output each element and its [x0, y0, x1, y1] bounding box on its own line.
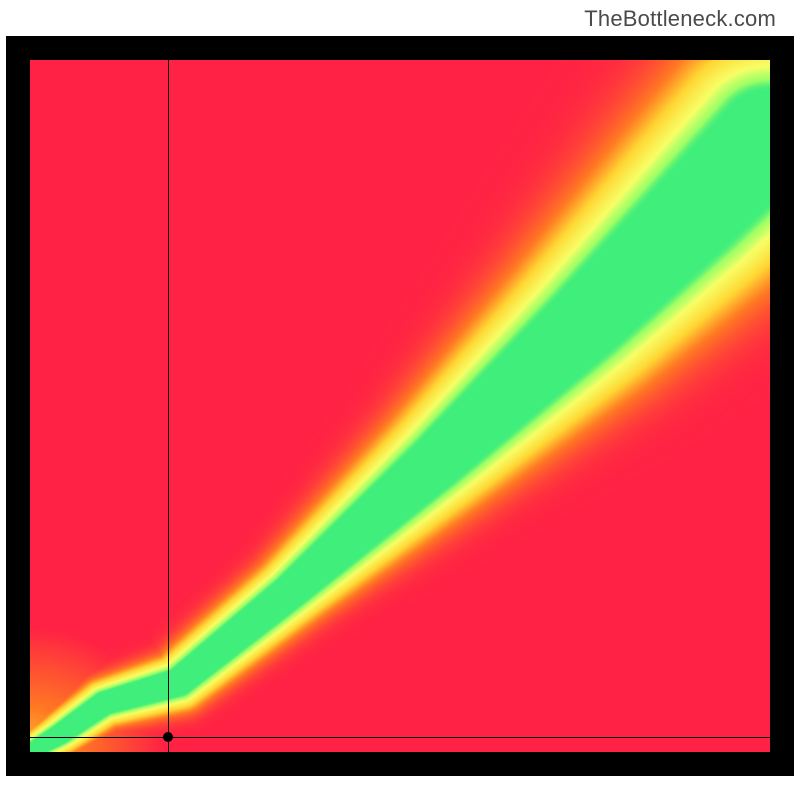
plot-container [0, 36, 800, 800]
crosshair-vertical [168, 60, 169, 752]
watermark-text: TheBottleneck.com [584, 6, 776, 32]
crosshair-horizontal [30, 737, 770, 738]
crosshair-marker [163, 732, 173, 742]
heatmap-canvas [30, 60, 770, 752]
plot-frame [6, 36, 794, 776]
